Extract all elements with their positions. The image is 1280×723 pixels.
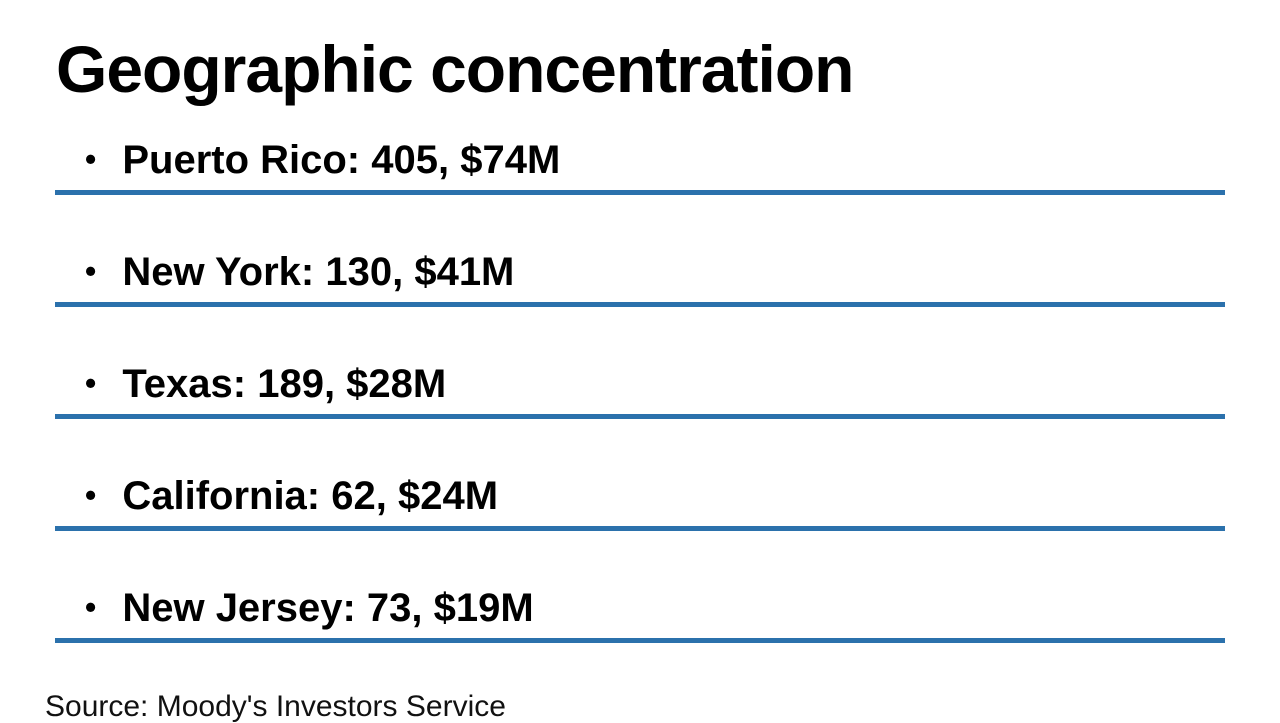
- bullet-icon: •: [85, 589, 97, 625]
- list-item-text: Puerto Rico: 405, $74M: [122, 138, 561, 182]
- list-item-line: • Texas: 189, $28M: [85, 364, 446, 404]
- list-item-new-york: • New York: 130, $41M: [55, 195, 1225, 307]
- list-item-text: Texas: 189, $28M: [122, 362, 447, 406]
- source-note: Source: Moody's Investors Service: [45, 690, 506, 723]
- list-item-text: New York: 130, $41M: [122, 250, 515, 294]
- bullet-icon: •: [85, 253, 97, 289]
- bullet-icon: •: [85, 365, 97, 401]
- list-item-text: New Jersey: 73, $19M: [122, 586, 534, 630]
- list-item-line: • California: 62, $24M: [85, 476, 498, 516]
- geographic-list: • Puerto Rico: 405, $74M • New York: 130…: [55, 83, 1225, 643]
- page-title: Geographic concentration: [56, 32, 854, 107]
- list-item-new-jersey: • New Jersey: 73, $19M: [55, 531, 1225, 643]
- list-item-texas: • Texas: 189, $28M: [55, 307, 1225, 419]
- list-item-puerto-rico: • Puerto Rico: 405, $74M: [55, 83, 1225, 195]
- list-item-line: • Puerto Rico: 405, $74M: [85, 140, 560, 180]
- bullet-icon: •: [85, 141, 97, 177]
- list-item-line: • New Jersey: 73, $19M: [85, 588, 534, 628]
- list-item-california: • California: 62, $24M: [55, 419, 1225, 531]
- list-item-text: California: 62, $24M: [122, 474, 499, 518]
- bullet-icon: •: [85, 477, 97, 513]
- list-item-line: • New York: 130, $41M: [85, 252, 514, 292]
